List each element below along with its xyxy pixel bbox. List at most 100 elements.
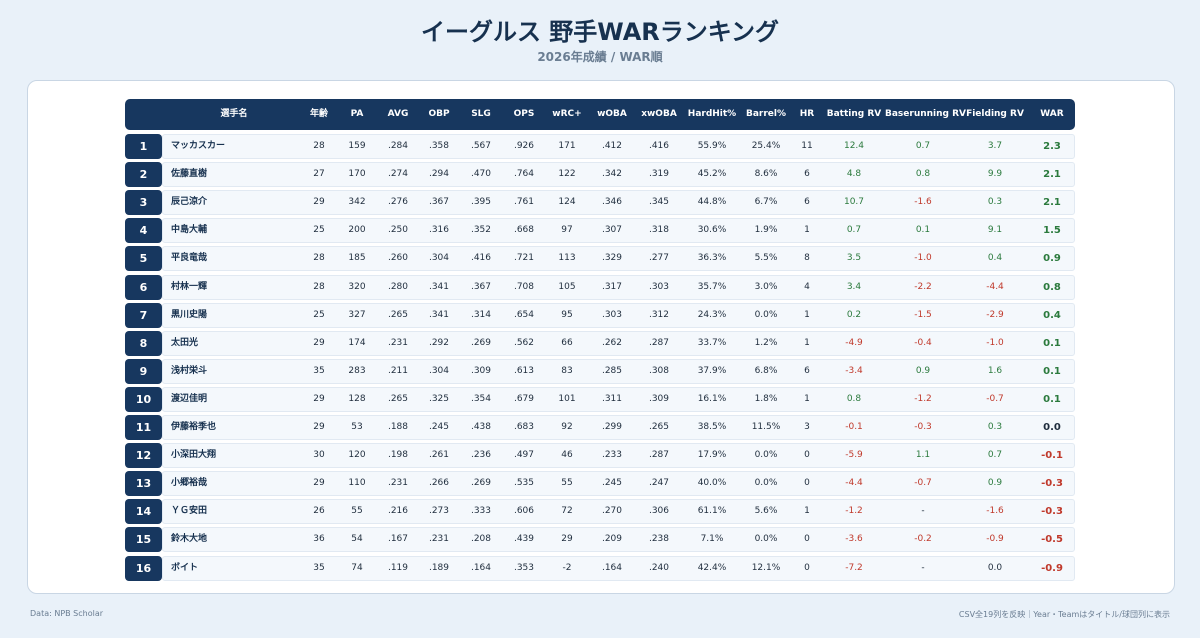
cell-col-hardhit: 30.6%	[697, 225, 727, 236]
cell-col-barrel: 1.8%	[754, 393, 778, 404]
cell-col-hr: 1	[804, 309, 810, 320]
cell-col-woba: .245	[601, 478, 623, 489]
cell-col-hardhit: 7.1%	[700, 534, 724, 545]
table-row	[162, 330, 1075, 356]
cell-col-baserunning-rv: -1.6	[914, 197, 932, 208]
cell-col-player-name: 黒川史陽	[171, 309, 208, 320]
cell-col-hardhit: 33.7%	[697, 337, 727, 348]
header-col-obp: OBP	[428, 109, 450, 119]
cell-col-hr: 0	[804, 478, 810, 489]
cell-col-xwoba: .306	[648, 506, 670, 517]
cell-col-slg: .333	[470, 506, 492, 517]
cell-col-ops: .761	[513, 197, 535, 208]
rank-badge: 10	[125, 386, 162, 412]
cell-col-batting-rv: 10.7	[843, 197, 865, 208]
cell-col-fielding-rv: -4.4	[986, 281, 1004, 292]
cell-col-player-name: 鈴木大地	[171, 534, 208, 545]
rank-badge: 9	[125, 358, 162, 384]
cell-col-wrc-plus: 83	[561, 365, 573, 376]
cell-col-woba: .233	[601, 450, 623, 461]
cell-col-ops: .353	[513, 562, 535, 573]
cell-col-avg: .274	[387, 169, 409, 180]
cell-col-war: -0.3	[1041, 506, 1063, 518]
cell-col-fielding-rv: 0.4	[987, 253, 1003, 264]
cell-col-batting-rv: 12.4	[843, 141, 865, 151]
cell-col-age: 29	[313, 337, 325, 348]
header-col-pa: PA	[350, 109, 364, 119]
cell-col-hardhit: 16.1%	[697, 393, 727, 404]
cell-col-pa: 110	[348, 478, 366, 489]
cell-col-barrel: 1.2%	[754, 337, 778, 348]
table-row	[162, 302, 1075, 328]
cell-col-wrc-plus: 105	[558, 281, 576, 292]
cell-col-pa: 53	[351, 422, 363, 432]
cell-col-obp: .189	[428, 562, 450, 573]
cell-col-player-name: 小郷裕哉	[171, 478, 208, 489]
cell-col-wrc-plus: 72	[561, 506, 573, 517]
cell-col-fielding-rv: 0.0	[987, 562, 1003, 573]
rank-badge: 13	[125, 471, 162, 497]
cell-col-fielding-rv: 9.9	[987, 169, 1003, 180]
cell-col-barrel: 6.7%	[754, 197, 778, 208]
cell-col-avg: .188	[387, 422, 409, 432]
cell-col-slg: .354	[470, 393, 492, 404]
cell-col-war: -0.1	[1041, 450, 1063, 462]
cell-col-fielding-rv: 0.3	[987, 197, 1003, 208]
cell-col-war: 0.1	[1043, 337, 1061, 349]
cell-col-war: 2.3	[1043, 141, 1061, 152]
cell-col-hardhit: 24.3%	[697, 309, 727, 320]
cell-col-barrel: 3.0%	[754, 281, 778, 292]
cell-col-age: 27	[313, 169, 325, 180]
rank-badge: 8	[125, 330, 162, 356]
cell-col-age: 29	[313, 393, 325, 404]
rank-badge: 5	[125, 246, 162, 272]
cell-col-pa: 120	[348, 450, 366, 461]
cell-col-batting-rv: -3.4	[845, 365, 863, 376]
cell-col-slg: .470	[470, 169, 492, 180]
cell-col-batting-rv: -0.1	[845, 422, 863, 432]
cell-col-xwoba: .318	[648, 225, 670, 236]
cell-col-xwoba: .308	[648, 365, 670, 376]
cell-col-age: 28	[313, 253, 325, 264]
cell-col-obp: .304	[428, 253, 450, 264]
cell-col-woba: .311	[601, 393, 623, 404]
cell-col-wrc-plus: 92	[561, 422, 573, 432]
cell-col-obp: .245	[428, 422, 450, 432]
cell-col-player-name: 村林一輝	[171, 281, 208, 292]
cell-col-baserunning-rv: -2.2	[914, 281, 932, 292]
cell-col-barrel: 12.1%	[751, 562, 781, 573]
cell-col-woba: .346	[601, 197, 623, 208]
rank-badge: 15	[125, 527, 162, 553]
cell-col-player-name: 平良竜哉	[171, 253, 208, 264]
cell-col-hardhit: 61.1%	[697, 506, 727, 517]
rank-badge: 11	[125, 415, 162, 440]
cell-col-pa: 320	[348, 281, 366, 292]
rank-badge: 6	[125, 274, 162, 300]
cell-col-xwoba: .265	[648, 422, 670, 432]
cell-col-ops: .562	[513, 337, 535, 348]
cell-col-fielding-rv: -1.0	[986, 337, 1004, 348]
cell-col-avg: .198	[387, 450, 409, 461]
cell-col-hr: 0	[804, 450, 810, 461]
header-col-batting-rv: Batting RV	[826, 109, 882, 119]
cell-col-avg: .265	[387, 393, 409, 404]
cell-col-baserunning-rv: -	[921, 562, 925, 573]
cell-col-hr: 3	[804, 422, 810, 432]
header-col-wrc-plus: wRC+	[552, 109, 582, 119]
cell-col-war: 2.1	[1043, 197, 1061, 209]
cell-col-player-name: 佐藤直樹	[171, 169, 208, 180]
cell-col-age: 29	[313, 422, 325, 432]
cell-col-avg: .280	[387, 281, 409, 292]
cell-col-wrc-plus: 97	[561, 225, 573, 236]
cell-col-barrel: 0.0%	[754, 309, 778, 320]
cell-col-avg: .216	[387, 506, 409, 517]
cell-col-hardhit: 45.2%	[697, 169, 727, 180]
cell-col-xwoba: .309	[648, 393, 670, 404]
cell-col-hardhit: 42.4%	[697, 562, 727, 573]
cell-col-age: 35	[313, 365, 325, 376]
cell-col-barrel: 5.6%	[754, 506, 778, 517]
header-col-war: WAR	[1040, 109, 1064, 119]
header-col-baserunning-rv: Baserunning RV	[885, 109, 967, 119]
cell-col-war: 0.9	[1043, 253, 1061, 265]
cell-col-pa: 342	[348, 197, 366, 208]
